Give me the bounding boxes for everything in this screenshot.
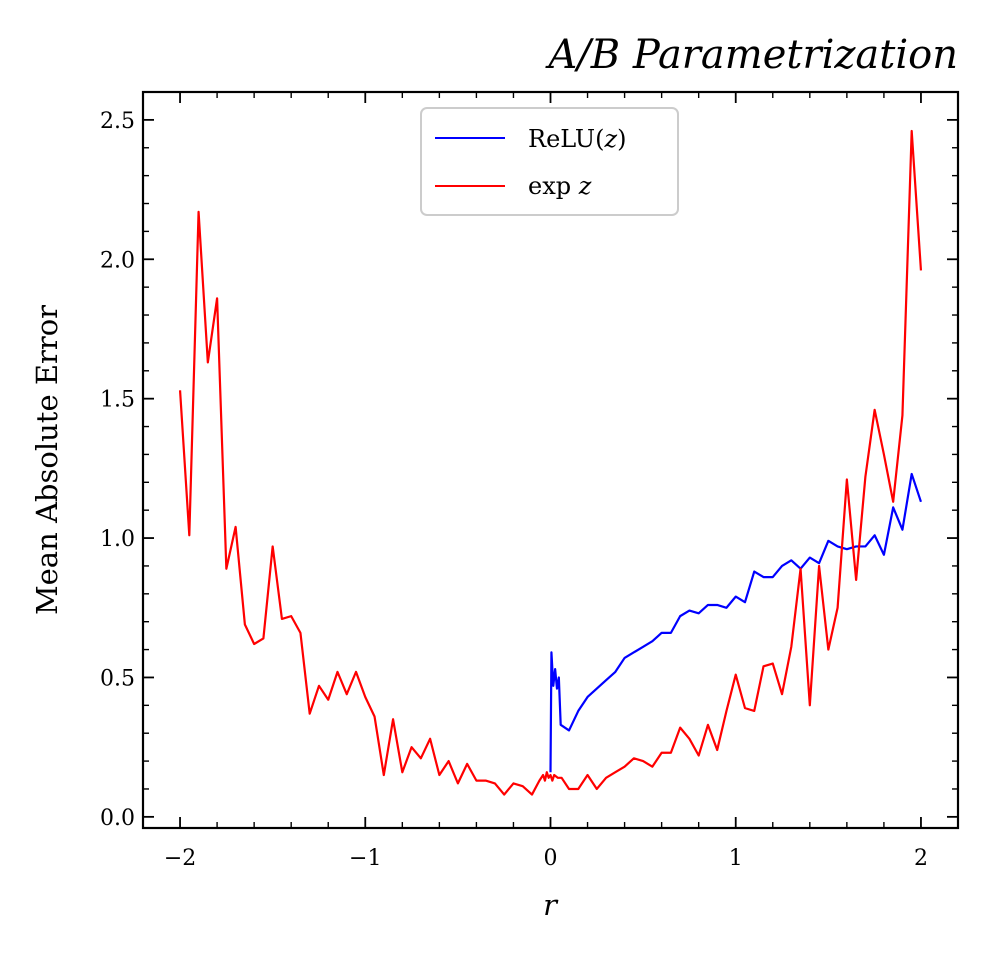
plot-area (178, 129, 923, 796)
series-line-1 (178, 129, 923, 796)
legend-box (420, 107, 679, 216)
chart-title: A/B Parametrization (544, 32, 958, 78)
y-tick-label: 1.5 (100, 388, 135, 413)
y-tick-label: 2.0 (100, 248, 135, 273)
x-tick-label: 2 (914, 846, 928, 871)
legend-label-relu: ReLU(z) (528, 125, 627, 153)
legend-label-exp: exp z (528, 172, 592, 200)
y-tick-label: 1.0 (100, 527, 135, 552)
x-axis-label: r (543, 888, 559, 922)
y-tick-label: 2.5 (100, 109, 135, 134)
x-axis: −2 −1 0 1 2 (164, 92, 928, 871)
y-tick-label: 0.0 (100, 806, 135, 831)
y-axis-label: Mean Absolute Error (30, 305, 64, 615)
x-tick-label: 0 (544, 846, 558, 871)
x-tick-label: 1 (729, 846, 743, 871)
y-axis: 0.0 0.5 1.0 1.5 2.0 2.5 (100, 109, 958, 831)
x-tick-label: −2 (164, 846, 196, 871)
y-tick-label: 0.5 (100, 666, 135, 691)
series-line-0 (549, 472, 922, 773)
x-tick-label: −1 (349, 846, 381, 871)
legend: ReLU(z) exp z (420, 107, 679, 216)
